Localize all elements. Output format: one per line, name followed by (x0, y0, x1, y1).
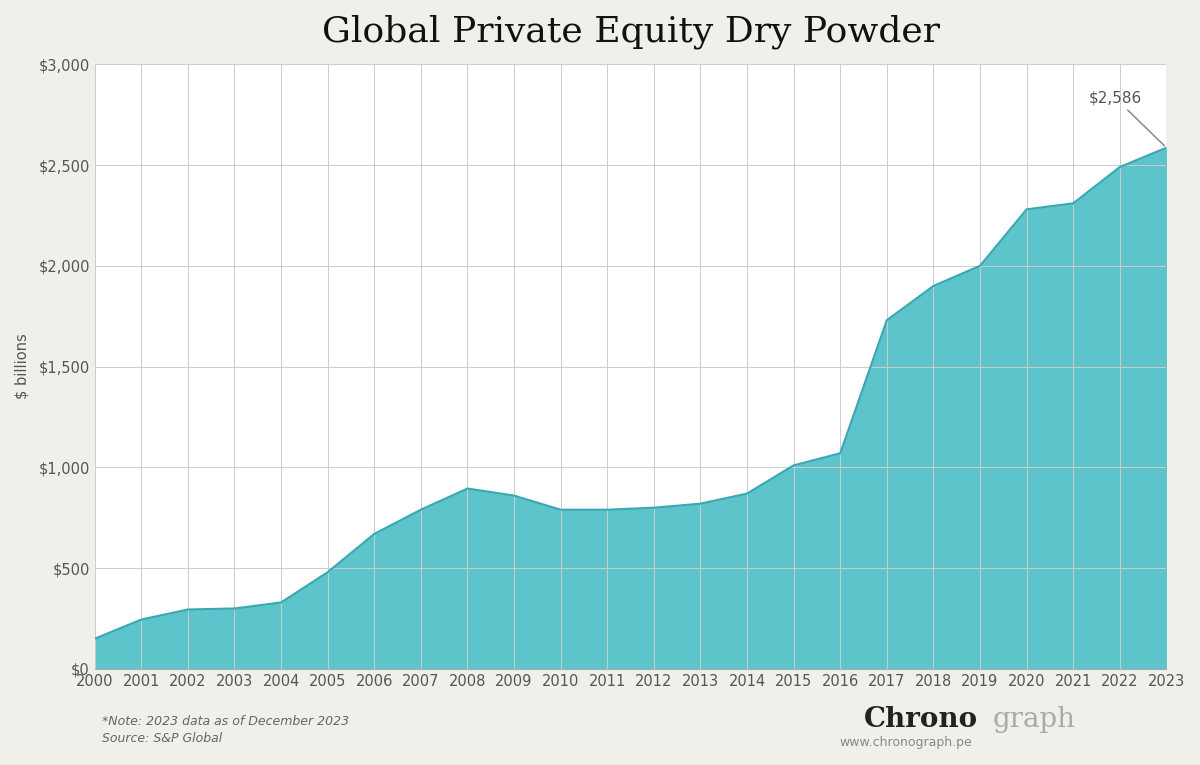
Text: Source: S&P Global: Source: S&P Global (102, 732, 222, 745)
Text: www.chronograph.pe: www.chronograph.pe (840, 736, 972, 749)
Text: graph: graph (992, 706, 1075, 733)
Y-axis label: $ billions: $ billions (14, 334, 30, 399)
Text: $2,586: $2,586 (1088, 90, 1164, 146)
Text: *Note: 2023 data as of December 2023: *Note: 2023 data as of December 2023 (102, 715, 349, 728)
Text: Chrono: Chrono (864, 706, 978, 733)
Title: Global Private Equity Dry Powder: Global Private Equity Dry Powder (322, 15, 940, 50)
